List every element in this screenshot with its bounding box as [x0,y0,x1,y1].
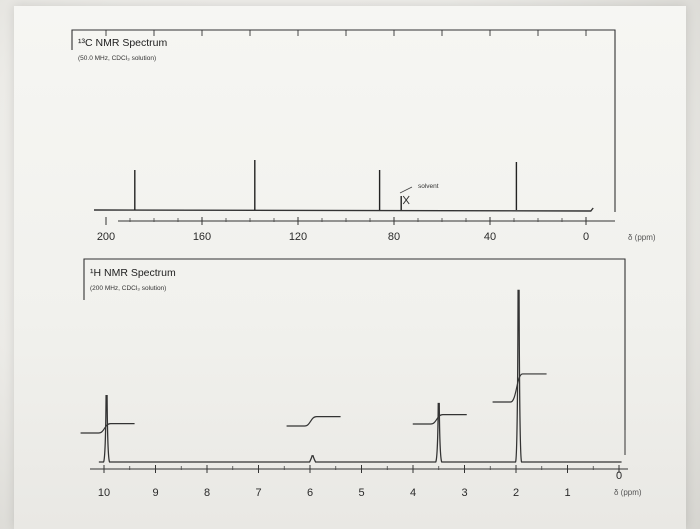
h1-integral-curve [492,373,547,403]
solvent-mark [402,195,410,205]
h1-integral-curve [412,414,467,425]
h1-integrals [80,373,547,434]
h1-spectrum-trace [98,289,622,463]
h1-tick-label: 4 [410,487,416,499]
h1-plot-frame [83,258,626,430]
c13-tick-labels: 200 160 120 80 40 0 [97,231,589,243]
h1-tick-label: 3 [461,487,467,499]
h1-tick-label: 7 [255,487,261,499]
c13-tick-label: 0 [583,231,589,243]
h1-tick-label: 10 [98,487,110,499]
h1-integral-curve [80,423,135,434]
c13-tick-label: 40 [484,231,496,243]
h1-tick-label: 9 [152,487,158,499]
c13-top-ticks [105,30,587,36]
h1-tick-label: 8 [204,487,210,499]
h1-tick-labels: 10 9 8 7 6 5 4 3 2 10 [98,470,622,499]
h1-tick-label: 6 [307,487,313,499]
h1-subtitle: (200 MHz, CDCl₃ solution) [90,285,166,292]
c13-tick-label: 120 [289,231,307,243]
h1-xlabel: δ (ppm) [614,488,642,497]
c13-tick-label: 160 [193,231,211,243]
c13-tick-label: 200 [97,231,115,243]
c13-subtitle: (50.0 MHz, CDCl₃ solution) [78,55,156,62]
c13-baseline [93,207,594,212]
spectra-sheet [14,6,686,529]
h1-tick-label: 1 [564,487,570,499]
h1-tick-label: 2 [513,487,519,499]
c13-xlabel: δ (ppm) [628,233,656,242]
c13-tick-label: 80 [388,231,400,243]
h1-tick-label: 5 [358,487,364,499]
h1-ticks [103,465,620,473]
c13-peaks [134,160,518,210]
c13-title: ¹³C NMR Spectrum [78,37,168,49]
c13-ticks [105,217,587,225]
solvent-annotation: solvent [399,183,439,194]
c13-panel: ¹³C NMR Spectrum (50.0 MHz, CDCl₃ soluti… [71,29,656,243]
h1-title: ¹H NMR Spectrum [90,267,176,279]
c13-plot-frame [71,29,616,212]
h1-panel: ¹H NMR Spectrum (200 MHz, CDCl₃ solution… [80,258,642,499]
h1-tick-label: 0 [616,470,622,482]
h1-integral-curve [286,416,341,427]
solvent-label: solvent [418,183,439,190]
